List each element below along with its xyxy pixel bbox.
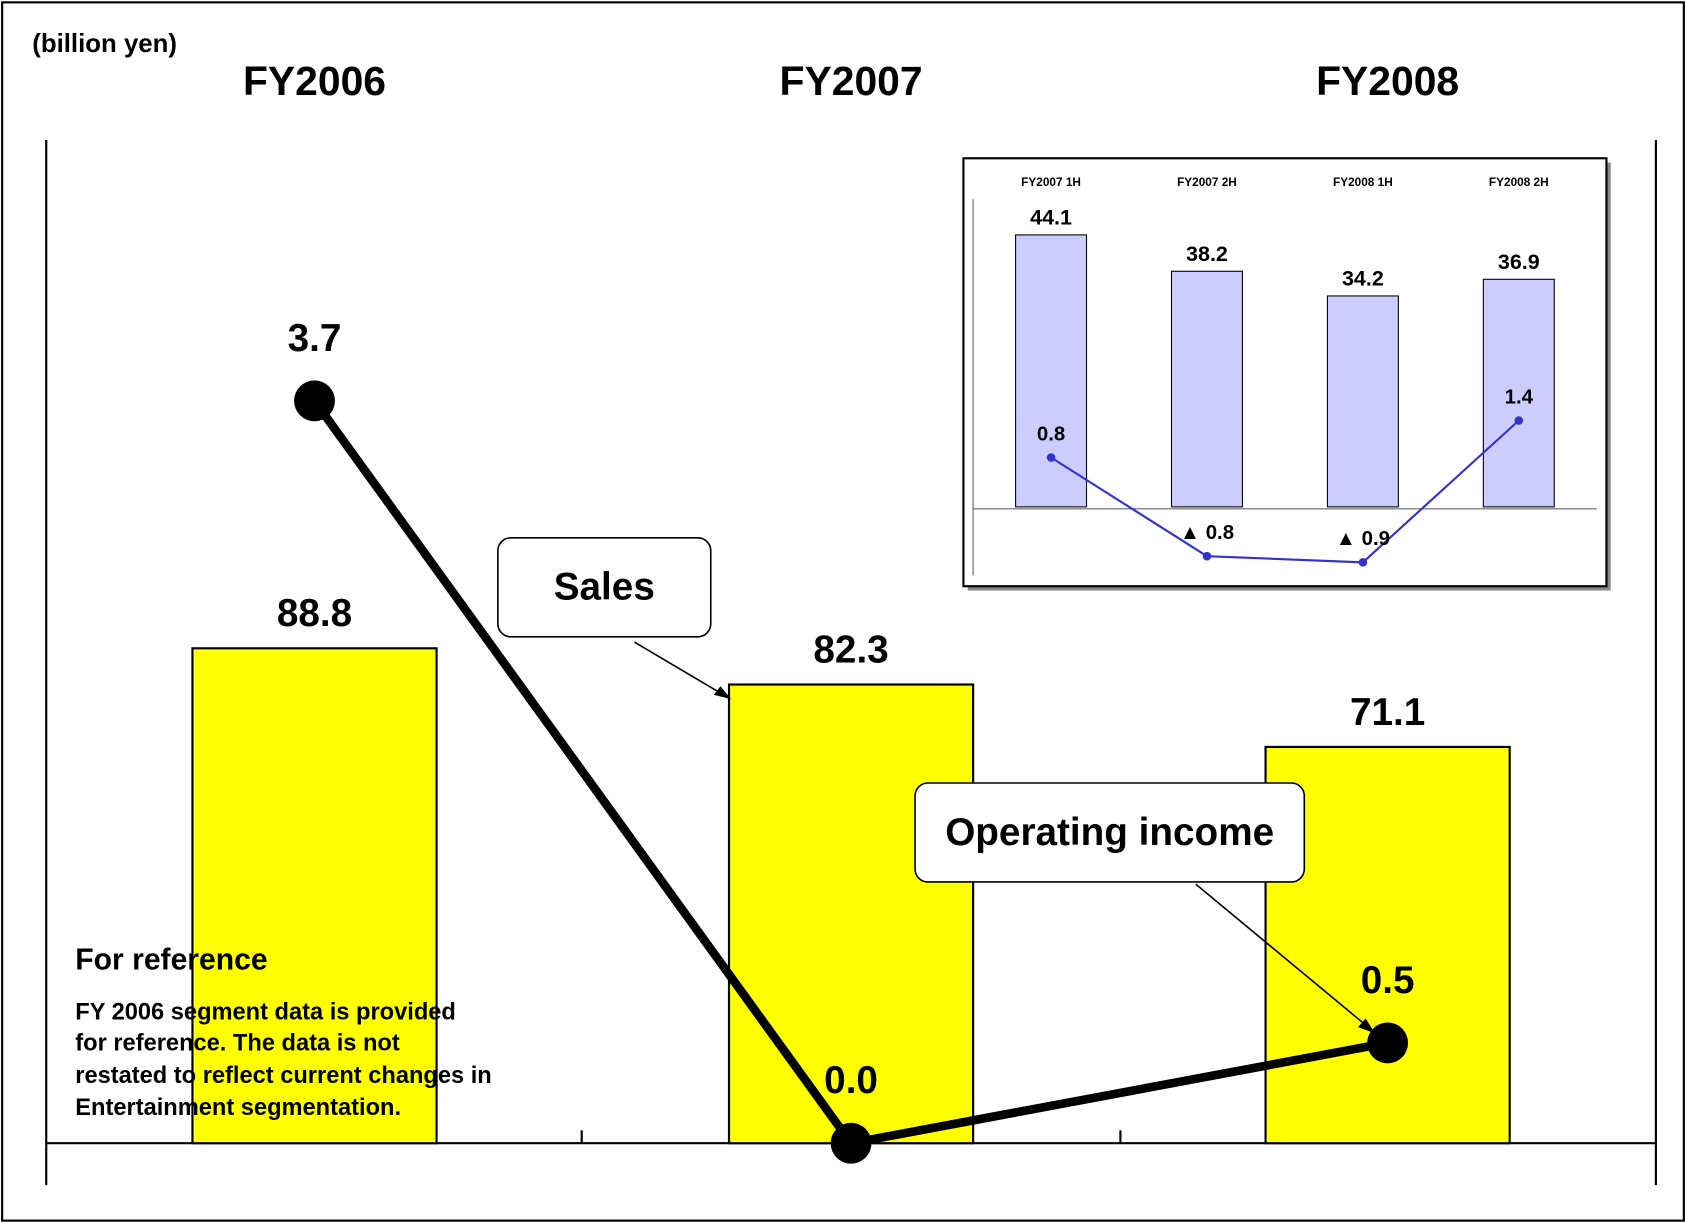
bar xyxy=(1264,745,1511,1145)
data-label: 34.2 xyxy=(1342,266,1384,290)
data-label: 88.8 xyxy=(277,592,352,635)
data-label: 0.8 xyxy=(1037,423,1065,445)
x-tick-label: FY2008 2H xyxy=(1489,175,1549,189)
data-label: 36.9 xyxy=(1498,250,1540,274)
note: For reference FY 2006 segment data is pr… xyxy=(75,943,491,1121)
note-line: FY 2006 segment data is provided xyxy=(75,999,456,1025)
data-label: 3.7 xyxy=(288,317,342,360)
callout-arrow xyxy=(1195,883,1373,1031)
line xyxy=(1050,419,1520,564)
arrow-head xyxy=(1358,1018,1376,1034)
legend-label: Operating income xyxy=(945,811,1274,854)
note-line: restated to reflect current changes in xyxy=(75,1063,491,1089)
point xyxy=(1367,1022,1409,1064)
data-label: 44.1 xyxy=(1030,205,1072,229)
arrow-head xyxy=(713,686,732,700)
callouts: Sales Operating income xyxy=(497,537,1376,1034)
bar xyxy=(1170,270,1243,508)
point xyxy=(1514,416,1524,425)
point xyxy=(294,380,335,422)
bar xyxy=(1015,234,1088,508)
data-label: 0.5 xyxy=(1361,959,1415,1002)
x-tick-label: FY2007 2H xyxy=(1177,175,1237,189)
point xyxy=(1358,558,1368,567)
point xyxy=(830,1122,872,1164)
data-label: 1.4 xyxy=(1505,386,1534,408)
note-line: Entertainment segmentation. xyxy=(75,1095,401,1121)
note-title: For reference xyxy=(75,943,267,976)
note-line: for reference. The data is not xyxy=(75,1031,400,1057)
inset-axes xyxy=(972,199,1597,576)
bar xyxy=(727,683,975,1145)
legend-label: Sales xyxy=(554,566,655,609)
bar xyxy=(1482,278,1555,508)
x-tick-label: FY2007 xyxy=(780,58,923,104)
callout-box xyxy=(914,782,1306,883)
x-tick-label: FY2007 1H xyxy=(1021,175,1081,189)
data-label: 82.3 xyxy=(813,628,888,671)
x-tick-label: FY2006 xyxy=(243,58,386,104)
data-label: ▲ 0.8 xyxy=(1180,522,1234,544)
data-label: 71.1 xyxy=(1350,691,1425,734)
data-label: ▲ 0.9 xyxy=(1336,528,1390,550)
point xyxy=(1202,551,1212,561)
callout-arrow xyxy=(633,641,730,699)
point xyxy=(1046,453,1056,462)
callout-box xyxy=(497,537,712,638)
data-label: 38.2 xyxy=(1186,242,1228,266)
x-tick-label: FY2008 xyxy=(1316,58,1459,104)
unit-label: (billion yen) xyxy=(32,30,177,58)
marks: FY2006 FY2007 FY2008 88.8 82.3 71.1 3.7 0.0 0.5 F… xyxy=(191,58,1555,1164)
bar xyxy=(191,647,438,1145)
x-tick-label: FY2008 1H xyxy=(1333,175,1393,189)
data-label: 0.0 xyxy=(824,1059,878,1102)
bar xyxy=(1326,295,1399,508)
